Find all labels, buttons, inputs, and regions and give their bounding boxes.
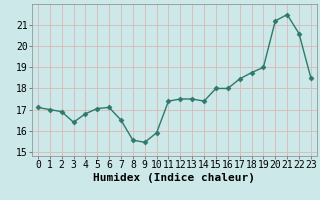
X-axis label: Humidex (Indice chaleur): Humidex (Indice chaleur) (93, 173, 255, 183)
